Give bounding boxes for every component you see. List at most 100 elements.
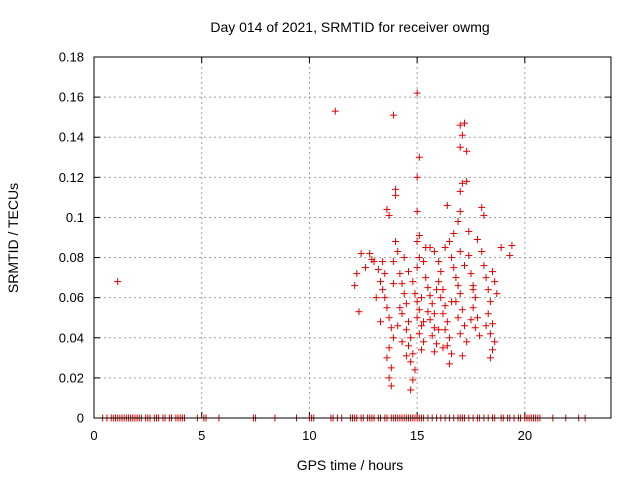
data-point (456, 121, 464, 129)
data-point (370, 258, 378, 266)
data-point (413, 314, 421, 322)
data-point (491, 338, 499, 346)
data-point (471, 324, 479, 332)
data-point (458, 179, 466, 187)
data-point (465, 227, 473, 235)
data-point (443, 342, 451, 350)
data-point (482, 274, 490, 282)
y-axis-ticks: 0 0.02 0.04 0.06 0.08 0.1 0.12 0.14 0.16 0.18 (59, 50, 611, 426)
data-point (402, 352, 410, 360)
data-point (394, 322, 402, 330)
data-point (381, 270, 389, 278)
data-point (454, 282, 462, 290)
data-point (411, 290, 419, 298)
data-point (463, 338, 471, 346)
data-point (385, 314, 393, 322)
data-point (471, 294, 479, 302)
data-point (366, 250, 374, 258)
data-point (435, 278, 443, 286)
data-point (454, 314, 462, 322)
data-point (428, 300, 436, 308)
data-point (389, 258, 397, 266)
y-tick-label: 0.14 (59, 130, 84, 145)
data-point (456, 207, 464, 215)
data-point (417, 322, 425, 330)
x-tick-label: 15 (410, 428, 424, 443)
data-point (489, 268, 497, 276)
data-point (439, 310, 447, 318)
data-point (433, 340, 441, 348)
data-point (387, 364, 395, 372)
data-point (424, 284, 432, 292)
data-point (484, 286, 492, 294)
data-point (351, 282, 359, 290)
plot-frame (93, 56, 612, 419)
data-point (426, 316, 434, 324)
data-point (428, 332, 436, 340)
x-tick-label: 0 (90, 428, 97, 443)
data-point (493, 290, 501, 298)
data-point (411, 366, 419, 374)
data-point (417, 346, 425, 354)
data-point (361, 264, 369, 272)
data-point (445, 334, 453, 342)
data-point (415, 306, 423, 314)
data-point (461, 322, 469, 330)
data-point (417, 294, 425, 302)
data-point (433, 286, 441, 294)
data-point (473, 236, 481, 244)
data-point (441, 244, 449, 252)
y-axis-label: SRMTID / TECUs (5, 183, 21, 293)
data-point (491, 278, 499, 286)
data-point (430, 348, 438, 356)
data-point (420, 338, 428, 346)
data-point (456, 187, 464, 195)
y-tick-label: 0 (77, 411, 84, 426)
data-point (394, 248, 402, 256)
data-point (413, 89, 421, 97)
data-point (422, 244, 430, 252)
data-point (443, 318, 451, 326)
data-point (331, 107, 339, 115)
data-point (456, 248, 464, 256)
data-point (450, 229, 458, 237)
y-tick-label: 0.12 (59, 170, 84, 185)
data-point (465, 252, 473, 260)
y-tick-label: 0.1 (66, 210, 84, 225)
data-point (448, 254, 456, 262)
data-point (450, 264, 458, 272)
data-point (506, 252, 514, 260)
x-tick-label: 20 (518, 428, 532, 443)
data-point (437, 294, 445, 302)
data-point (424, 308, 432, 316)
data-point (413, 173, 421, 181)
data-point (379, 286, 387, 294)
data-point (430, 324, 438, 332)
data-point (379, 258, 387, 266)
grid-lines (94, 57, 611, 418)
data-point (437, 268, 445, 276)
data-point (422, 274, 430, 282)
data-point (480, 211, 488, 219)
data-point (415, 330, 423, 338)
data-point (456, 143, 464, 151)
data-point (415, 153, 423, 161)
data-point (383, 354, 391, 362)
data-point (458, 131, 466, 139)
chart-title: Day 014 of 2021, SRMTID for receiver owm… (210, 19, 489, 35)
data-point (497, 244, 505, 252)
data-point (478, 248, 486, 256)
data-point (435, 258, 443, 266)
y-tick-label: 0.02 (59, 370, 84, 385)
data-point (415, 231, 423, 239)
data-point (469, 304, 477, 312)
x-axis-label: GPS time / hours (297, 457, 404, 473)
data-point (415, 254, 423, 262)
data-point (486, 298, 494, 306)
data-point (114, 278, 122, 286)
data-point (389, 111, 397, 119)
data-point (398, 310, 406, 318)
data-point (355, 308, 363, 316)
